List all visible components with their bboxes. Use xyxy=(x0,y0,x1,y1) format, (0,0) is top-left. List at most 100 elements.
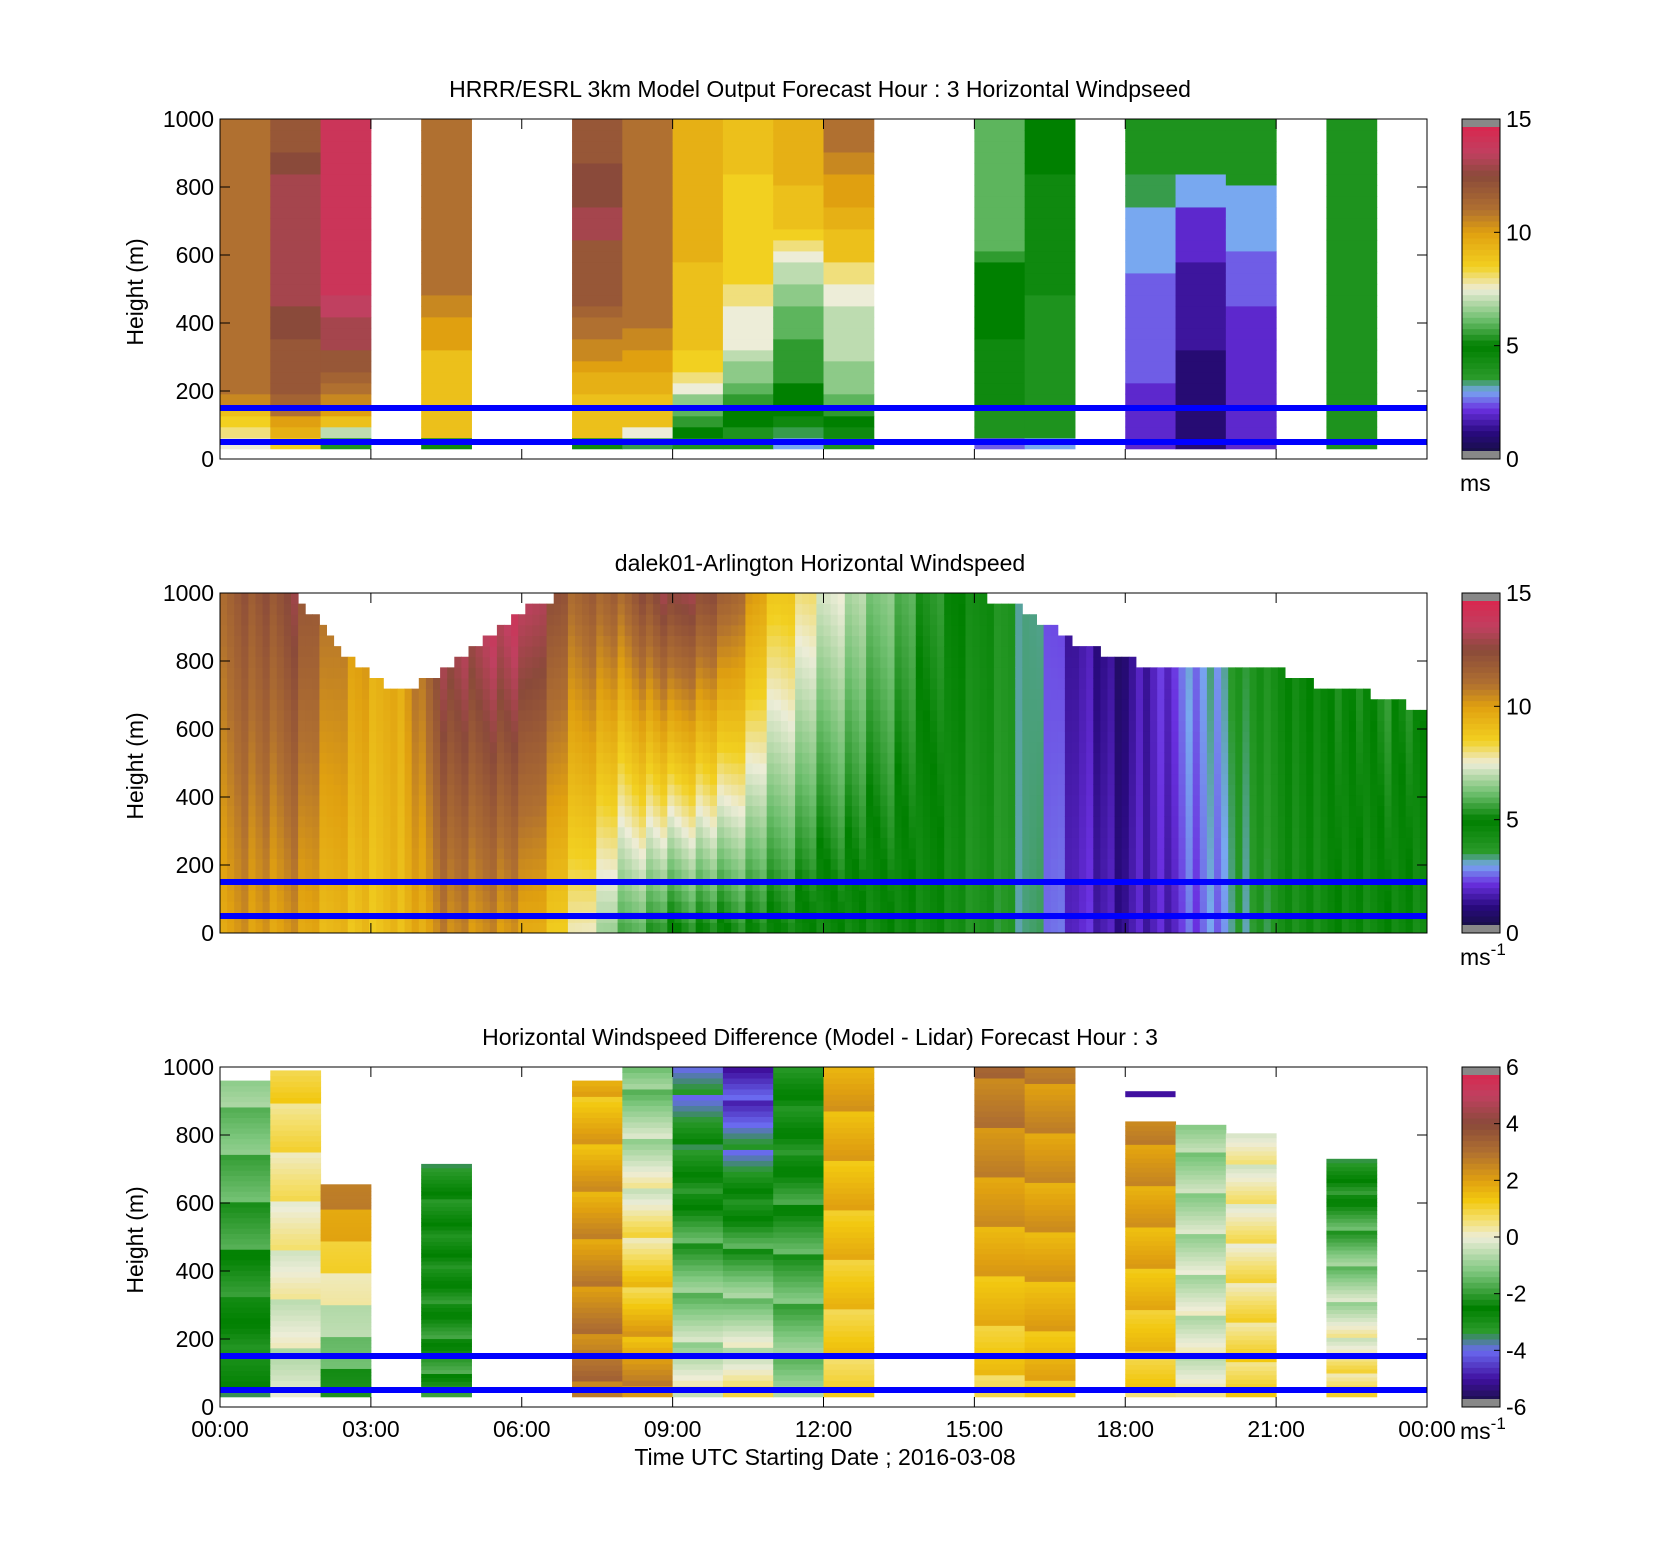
heatmap-cell xyxy=(1157,699,1165,711)
heatmap-cell xyxy=(880,826,888,838)
heatmap-cell xyxy=(622,283,674,296)
heatmap-cell xyxy=(461,773,469,785)
heatmap-cell xyxy=(305,752,313,764)
heatmap-cell xyxy=(667,731,675,743)
heatmap-cell xyxy=(276,752,285,764)
heatmap-cell xyxy=(1225,382,1277,395)
heatmap-cell xyxy=(421,228,472,241)
heatmap-cell xyxy=(1036,837,1045,849)
heatmap-cell xyxy=(475,720,484,732)
heatmap-cell xyxy=(844,688,853,700)
heatmap-cell xyxy=(837,614,846,626)
heatmap-cell xyxy=(1121,678,1130,690)
heatmap-cell xyxy=(1206,741,1215,753)
heatmap-cell xyxy=(795,614,803,626)
heatmap-cell xyxy=(660,763,668,775)
heatmap-cell xyxy=(816,593,824,605)
heatmap-cell xyxy=(672,316,724,329)
heatmap-cell xyxy=(709,848,718,860)
heatmap-cell xyxy=(1079,678,1087,690)
heatmap-cell xyxy=(518,784,526,796)
heatmap-cell xyxy=(1107,837,1116,849)
heatmap-cell xyxy=(1093,773,1101,785)
heatmap-cell xyxy=(511,848,519,860)
heatmap-cell xyxy=(766,773,775,785)
heatmap-cell xyxy=(1263,773,1272,785)
heatmap-cell xyxy=(525,826,533,838)
heatmap-cell xyxy=(340,901,349,913)
heatmap-cell xyxy=(433,848,441,860)
heatmap-cell xyxy=(504,646,512,658)
heatmap-cell xyxy=(1256,784,1265,796)
heatmap-cell xyxy=(993,805,1002,817)
heatmap-cell xyxy=(1225,206,1277,219)
heatmap-cell xyxy=(572,119,623,131)
heatmap-cell xyxy=(653,593,661,605)
heatmap-cell xyxy=(672,283,724,296)
heatmap-cell xyxy=(1043,731,1052,743)
heatmap-cell xyxy=(1225,250,1277,263)
heatmap-cell xyxy=(908,635,917,647)
heatmap-cell xyxy=(421,327,472,340)
heatmap-cell xyxy=(504,848,512,860)
heatmap-cell xyxy=(525,879,533,891)
heatmap-cell xyxy=(745,901,753,913)
heatmap-cell xyxy=(575,656,583,668)
heatmap-cell xyxy=(745,614,753,626)
heatmap-cell xyxy=(291,614,299,626)
heatmap-cell xyxy=(1157,784,1165,796)
heatmap-cell xyxy=(468,837,477,849)
heatmap-cell xyxy=(1171,890,1179,902)
heatmap-cell xyxy=(866,763,874,775)
heatmap-cell xyxy=(974,360,1026,373)
heatmap-cell xyxy=(624,614,633,626)
heatmap-cell xyxy=(646,688,654,700)
heatmap-cell xyxy=(255,614,264,626)
heatmap-cell xyxy=(553,614,562,626)
heatmap-cell xyxy=(809,624,817,636)
heatmap-cell xyxy=(1150,794,1158,806)
heatmap-cell xyxy=(1079,646,1087,658)
heatmap-cell xyxy=(1135,731,1144,743)
heatmap-cell xyxy=(695,709,704,721)
heatmap-cell xyxy=(418,720,427,732)
heatmap-cell xyxy=(369,731,377,743)
heatmap-cell xyxy=(1008,826,1016,838)
heatmap-cell xyxy=(227,848,235,860)
heatmap-cell xyxy=(546,922,555,934)
heatmap-cell xyxy=(622,228,674,241)
heatmap-cell xyxy=(731,593,739,605)
heatmap-cell xyxy=(752,805,761,817)
heatmap-cell xyxy=(972,731,981,743)
heatmap-cell xyxy=(1185,773,1194,785)
heatmap-cell xyxy=(1022,624,1030,636)
heatmap-cell xyxy=(752,646,761,658)
heatmap-cell xyxy=(958,879,966,891)
heatmap-cell xyxy=(908,816,917,828)
heatmap-cell xyxy=(979,614,988,626)
heatmap-cell xyxy=(1001,720,1009,732)
heatmap-cell xyxy=(681,688,690,700)
heatmap-cell xyxy=(993,922,1002,934)
heatmap-cell xyxy=(646,635,654,647)
heatmap-cell xyxy=(582,763,590,775)
heatmap-cell xyxy=(1100,699,1108,711)
heatmap-cell xyxy=(447,858,455,870)
heatmap-cell xyxy=(1242,731,1250,743)
heatmap-cell xyxy=(227,826,235,838)
heatmap-cell xyxy=(475,890,484,902)
heatmap-cell xyxy=(603,624,611,636)
heatmap-cell xyxy=(944,688,952,700)
heatmap-cell xyxy=(986,901,995,913)
heatmap-cell xyxy=(496,709,505,721)
heatmap-cell xyxy=(979,879,988,891)
heatmap-cell xyxy=(993,731,1002,743)
heatmap-cell xyxy=(283,646,292,658)
heatmap-cell xyxy=(1036,678,1045,690)
heatmap-cell xyxy=(1024,360,1076,373)
heatmap-cell xyxy=(681,699,690,711)
heatmap-cell xyxy=(270,173,322,186)
heatmap-cell xyxy=(646,731,654,743)
heatmap-cell xyxy=(1008,646,1016,658)
heatmap-cell xyxy=(944,784,952,796)
